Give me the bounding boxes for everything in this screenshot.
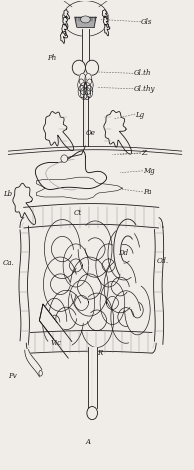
Polygon shape (103, 16, 108, 28)
Polygon shape (78, 221, 112, 277)
Polygon shape (68, 281, 95, 325)
Text: Gl.th: Gl.th (134, 70, 151, 78)
Ellipse shape (85, 60, 99, 75)
Polygon shape (86, 86, 93, 98)
Polygon shape (125, 286, 150, 335)
Polygon shape (79, 73, 86, 86)
Polygon shape (82, 29, 89, 61)
Polygon shape (85, 73, 92, 86)
Polygon shape (154, 227, 164, 345)
Polygon shape (35, 151, 107, 189)
Polygon shape (61, 31, 68, 43)
Text: Ca.: Ca. (3, 259, 14, 267)
Ellipse shape (87, 407, 97, 420)
Polygon shape (84, 87, 90, 100)
Polygon shape (44, 219, 80, 279)
Text: Pa: Pa (143, 188, 152, 196)
Ellipse shape (39, 370, 42, 376)
Text: Cd.: Cd. (157, 257, 169, 265)
Polygon shape (78, 86, 85, 98)
Ellipse shape (81, 16, 90, 23)
Ellipse shape (61, 155, 68, 162)
Polygon shape (104, 260, 136, 313)
Ellipse shape (72, 60, 85, 75)
Polygon shape (42, 298, 67, 341)
Text: Dd: Dd (118, 249, 128, 257)
Text: Lb: Lb (3, 190, 12, 198)
Polygon shape (13, 183, 36, 225)
Polygon shape (114, 219, 136, 275)
Polygon shape (87, 347, 97, 408)
Text: Ph: Ph (47, 54, 56, 62)
Text: R: R (97, 349, 102, 357)
Polygon shape (104, 24, 110, 36)
Polygon shape (111, 291, 140, 343)
Polygon shape (102, 9, 108, 19)
Polygon shape (75, 17, 96, 27)
Text: Gls: Gls (141, 18, 153, 26)
Text: Lg: Lg (136, 110, 145, 118)
Polygon shape (108, 227, 139, 280)
Text: A: A (85, 438, 90, 446)
Polygon shape (104, 110, 132, 154)
Polygon shape (39, 304, 72, 358)
Text: Oe: Oe (85, 129, 95, 137)
Polygon shape (43, 257, 76, 312)
Polygon shape (100, 282, 125, 324)
Text: Vic: Vic (51, 339, 62, 347)
Polygon shape (62, 0, 109, 36)
Polygon shape (63, 16, 68, 28)
Polygon shape (81, 87, 87, 100)
Text: Z.: Z. (141, 149, 148, 157)
Polygon shape (24, 204, 159, 228)
Polygon shape (78, 79, 85, 91)
Text: Gl.thy: Gl.thy (134, 85, 155, 93)
Text: Ct: Ct (74, 209, 82, 217)
Polygon shape (83, 96, 88, 146)
Polygon shape (62, 24, 68, 36)
Polygon shape (80, 83, 87, 95)
Polygon shape (86, 79, 93, 91)
Polygon shape (25, 350, 42, 377)
Polygon shape (71, 257, 108, 316)
Polygon shape (81, 293, 113, 347)
Text: Mg: Mg (143, 167, 155, 175)
Text: Pv: Pv (8, 372, 17, 380)
Polygon shape (84, 83, 91, 95)
Polygon shape (64, 9, 69, 19)
Polygon shape (36, 177, 122, 199)
Polygon shape (19, 226, 29, 345)
Polygon shape (63, 244, 88, 287)
Polygon shape (30, 330, 152, 353)
Polygon shape (44, 111, 74, 150)
Polygon shape (96, 244, 121, 287)
Polygon shape (49, 290, 83, 346)
